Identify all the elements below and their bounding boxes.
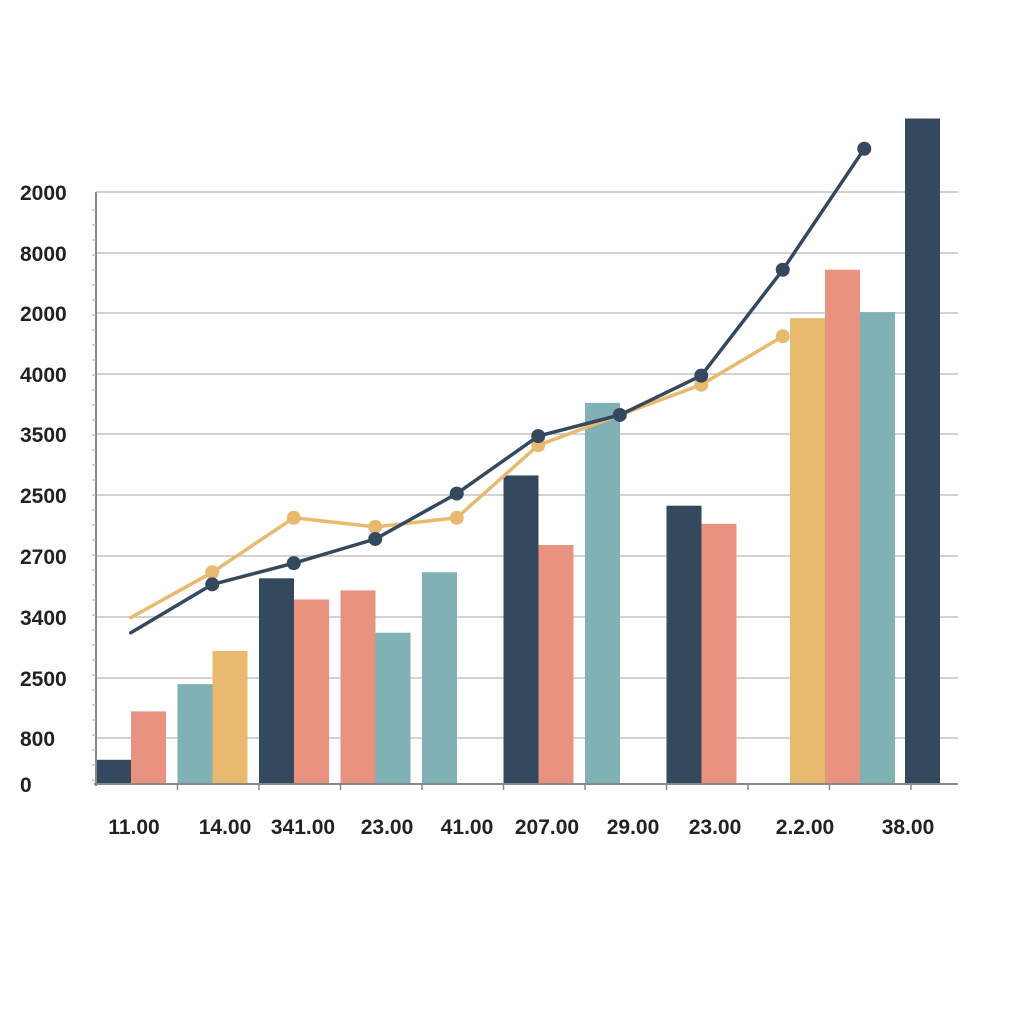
bar <box>905 118 940 784</box>
series-point <box>531 429 546 444</box>
bar <box>825 269 860 784</box>
x-tick-label: 41.00 <box>441 816 494 839</box>
bar <box>701 523 737 784</box>
bar <box>503 475 539 784</box>
bar-layer <box>96 118 940 784</box>
y-tick-label: 2500 <box>20 668 67 691</box>
bar <box>212 650 248 784</box>
y-tick-label: 3400 <box>20 607 67 630</box>
x-tick-label: 207.00 <box>515 816 579 839</box>
bar <box>585 402 620 784</box>
x-tick-label: 23.00 <box>361 816 414 839</box>
bar <box>131 711 166 784</box>
series-point <box>775 262 790 277</box>
x-tick-label: 2.2.00 <box>776 816 834 839</box>
series-point <box>286 510 301 525</box>
y-tick-label: 8000 <box>20 243 67 266</box>
bar <box>422 572 457 784</box>
axes <box>92 192 958 790</box>
series-point <box>286 556 301 571</box>
y-tick-label: 2000 <box>20 182 67 205</box>
series-point <box>612 407 627 422</box>
x-tick-label: 23.00 <box>689 816 742 839</box>
x-tick-labels: 11.00 14.00 341.00 23.00 41.00 207.00 29.00 23.… <box>108 816 934 839</box>
x-tick-label: 29.00 <box>607 816 660 839</box>
bar <box>790 318 825 784</box>
series-point <box>694 368 709 383</box>
y-tick-label: 2500 <box>20 485 67 508</box>
line-layer <box>129 141 872 635</box>
x-tick-label: 11.00 <box>108 816 159 839</box>
series-line <box>129 147 867 635</box>
bar <box>294 599 329 784</box>
series-point <box>449 486 464 501</box>
series-point <box>368 519 383 534</box>
y-tick-label: 3500 <box>20 424 67 447</box>
series-point <box>775 329 790 344</box>
x-tick-label: 38.00 <box>882 816 935 839</box>
y-tick-label: 2700 <box>20 546 67 569</box>
series-point <box>205 565 220 580</box>
series-point <box>205 577 220 592</box>
y-tick-label: 2000 <box>20 303 67 326</box>
series-point <box>857 141 872 156</box>
y-tick-labels: 0 800 2500 3400 2700 2500 3500 4000 2000 8000 2000 <box>20 182 67 797</box>
series-point <box>368 531 383 546</box>
y-tick-label: 0 <box>20 774 32 797</box>
bar <box>860 312 895 784</box>
bar <box>259 578 294 784</box>
x-tick-label: 14.00 <box>199 816 252 839</box>
series-point <box>449 510 464 525</box>
bar <box>177 684 213 784</box>
bar <box>340 590 376 784</box>
bar <box>538 545 574 784</box>
y-tick-label: 800 <box>20 728 55 751</box>
bar <box>96 759 131 784</box>
bar <box>666 505 702 784</box>
y-tick-label: 4000 <box>20 364 67 387</box>
x-tick-label: 341.00 <box>271 816 335 839</box>
bar <box>375 632 411 784</box>
